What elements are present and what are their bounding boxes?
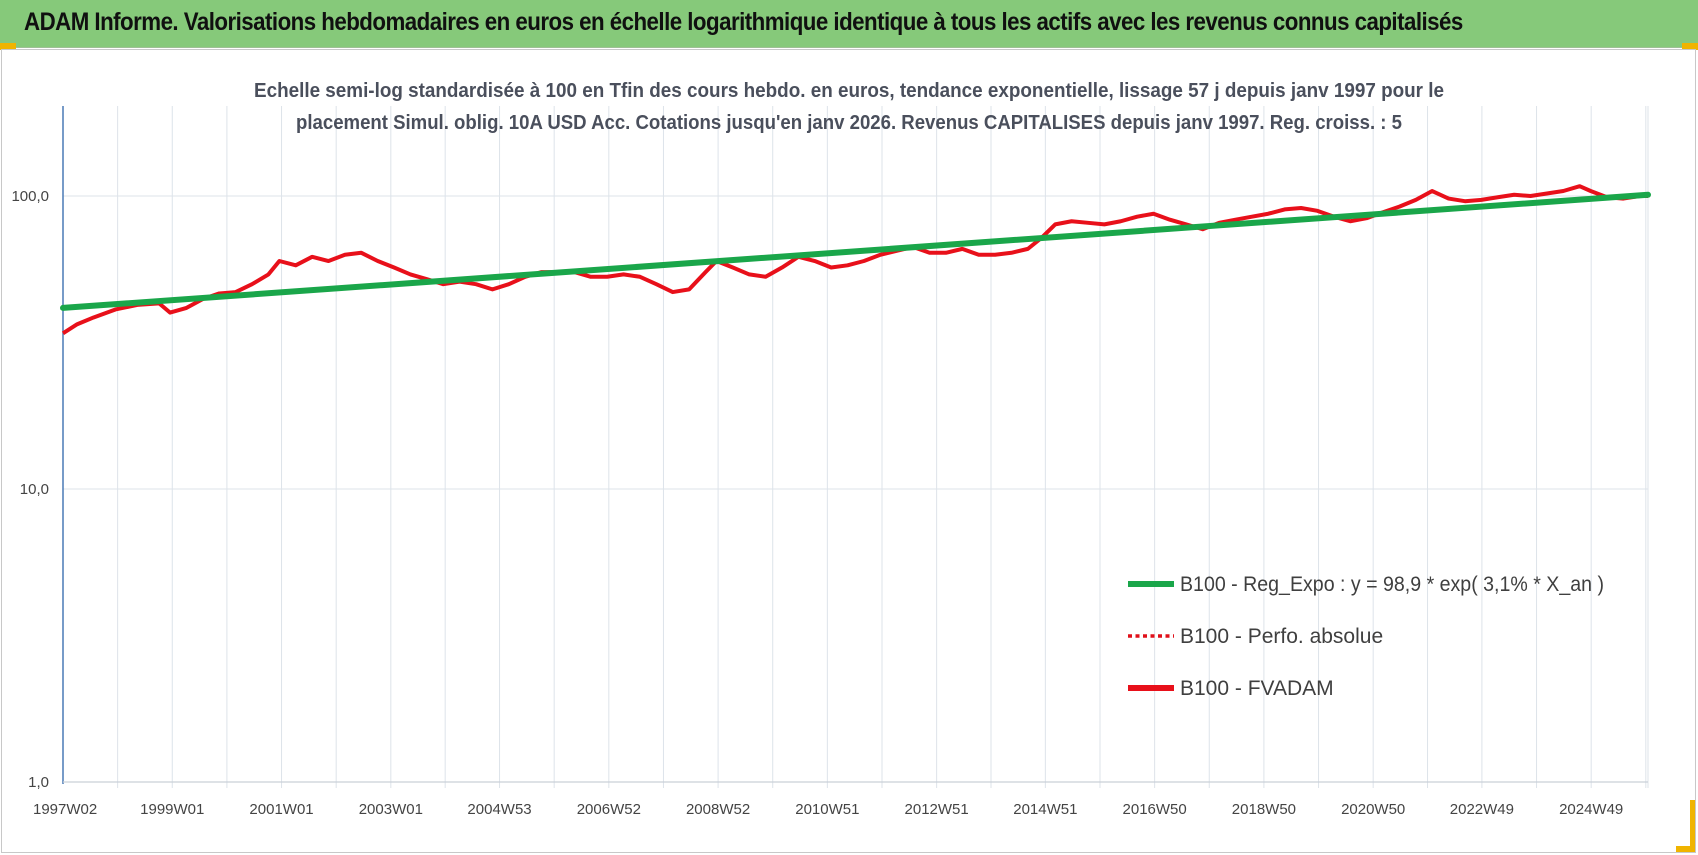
corner-accent-top-left [0,43,16,50]
corner-accent-bottom-right-h [1676,846,1696,852]
legend: B100 - Reg_Expo : y = 98,9 * exp( 3,1% *… [1128,573,1604,700]
corner-accent-bottom-right [1690,800,1696,852]
x-gridlines [117,106,1649,788]
x-tick-label: 2020W50 [1341,801,1405,818]
legend-label-fvadam: B100 - FVADAM [1180,677,1334,700]
x-tick-label: 2022W49 [1450,801,1514,818]
x-tick-label: 2010W51 [795,801,859,818]
y-gridlines [63,195,1648,783]
series-reg-expo-line [60,191,1651,311]
y-tick-label: 1,0 [28,774,49,791]
legend-label-reg-expo: B100 - Reg_Expo : y = 98,9 * exp( 3,1% *… [1180,573,1604,596]
page-title: ADAM Informe. Valorisations hebdomadaire… [24,8,1463,36]
x-tick-labels: 1997W02 1999W01 2001W01 2003W01 2004W53 2006W… [33,801,1623,818]
y-tick-labels: 100,0 10,0 1,0 [11,188,49,791]
series-fvadam-line [61,184,1648,335]
legend-label-perfo-absolue: B100 - Perfo. absolue [1180,625,1383,648]
x-tick-label: 2008W52 [686,801,750,818]
header-bar: ADAM Informe. Valorisations hebdomadaire… [0,0,1698,48]
x-tick-label: 2001W01 [249,801,313,818]
x-tick-label: 2003W01 [359,801,423,818]
x-tick-label: 1999W01 [140,801,204,818]
corner-accent-top-right [1682,43,1698,50]
x-tick-label: 2014W51 [1013,801,1077,818]
x-tick-label: 2018W50 [1232,801,1296,818]
x-tick-label: 2012W51 [905,801,969,818]
y-tick-label: 100,0 [11,188,49,205]
x-tick-label: 2016W50 [1123,801,1187,818]
x-tick-label: 2004W53 [467,801,531,818]
x-tick-label: 1997W02 [33,801,97,818]
chart-frame [1,49,1696,853]
y-tick-label: 10,0 [20,481,49,498]
x-tick-label: 2006W52 [577,801,641,818]
x-tick-label: 2024W49 [1559,801,1623,818]
chart-subtitle-line-2: placement Simul. oblig. 10A USD Acc. Cot… [296,112,1402,134]
chart-subtitle-line-1: Echelle semi-log standardisée à 100 en T… [254,80,1444,102]
